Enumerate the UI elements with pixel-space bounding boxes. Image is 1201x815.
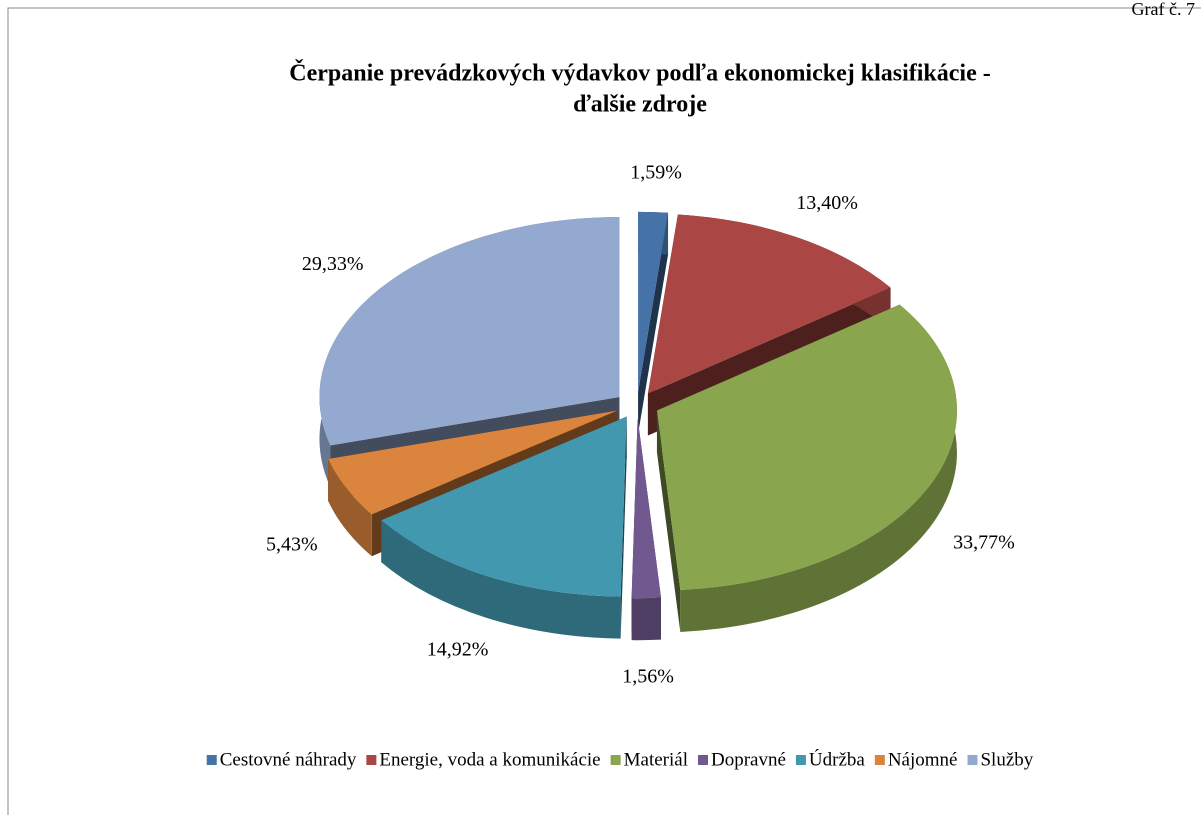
- legend-swatch: [967, 755, 978, 765]
- data-label: 5,43%: [266, 534, 318, 556]
- chart-subtitle: ďalšie zdroje: [573, 92, 707, 118]
- legend-swatch: [206, 755, 217, 765]
- data-label: 1,59%: [630, 162, 682, 184]
- caption: Graf č. 7: [1132, 0, 1195, 19]
- slice: [656, 304, 957, 632]
- legend-item: Dopravné: [697, 749, 786, 770]
- legend-label: Materiál: [624, 749, 688, 770]
- legend-label: Dopravné: [711, 749, 786, 770]
- legend-swatch: [874, 755, 885, 765]
- legend-label: Energie, voda a komunikácie: [379, 749, 600, 770]
- legend-swatch: [697, 755, 708, 765]
- slice-side: [656, 410, 681, 632]
- legend-item: Služby: [967, 749, 1034, 770]
- legend-swatch: [366, 755, 377, 765]
- slice-side: [638, 212, 669, 434]
- legend-label: Cestovné náhrady: [220, 749, 357, 770]
- chart-title: Čerpanie prevádzkových výdavkov podľa ek…: [289, 60, 991, 87]
- legend-item: Cestovné náhrady: [206, 749, 357, 770]
- slice: [381, 416, 627, 639]
- slice: [631, 418, 661, 641]
- data-label: 29,33%: [302, 253, 364, 275]
- legend-item: Energie, voda a komunikácie: [366, 749, 601, 770]
- legend-item: Nájomné: [874, 749, 958, 770]
- slice-wall: [328, 459, 372, 557]
- slice-top: [638, 211, 669, 392]
- data-label: 14,92%: [427, 639, 489, 661]
- slice-wall: [631, 597, 661, 641]
- data-label: 13,40%: [796, 192, 858, 214]
- legend-label: Služby: [980, 749, 1033, 770]
- slice-top: [647, 214, 891, 394]
- legend-swatch: [795, 755, 806, 765]
- slice: [638, 211, 669, 434]
- legend-swatch: [610, 755, 621, 765]
- legend-label: Údržba: [809, 748, 865, 770]
- slice-top: [319, 217, 620, 446]
- data-label: 33,77%: [953, 531, 1015, 553]
- slice-top: [656, 304, 957, 590]
- frame: [7, 7, 1201, 815]
- slice-wall: [381, 520, 621, 639]
- data-label: 1,56%: [622, 666, 674, 688]
- slice-side: [620, 416, 627, 639]
- slice-top: [631, 418, 661, 599]
- legend-label: Nájomné: [888, 749, 958, 770]
- slice-wall: [680, 304, 957, 632]
- legend-item: Materiál: [610, 749, 688, 770]
- legend-item: Údržba: [795, 748, 865, 770]
- slice-top: [381, 416, 627, 597]
- slice-top: [328, 410, 618, 515]
